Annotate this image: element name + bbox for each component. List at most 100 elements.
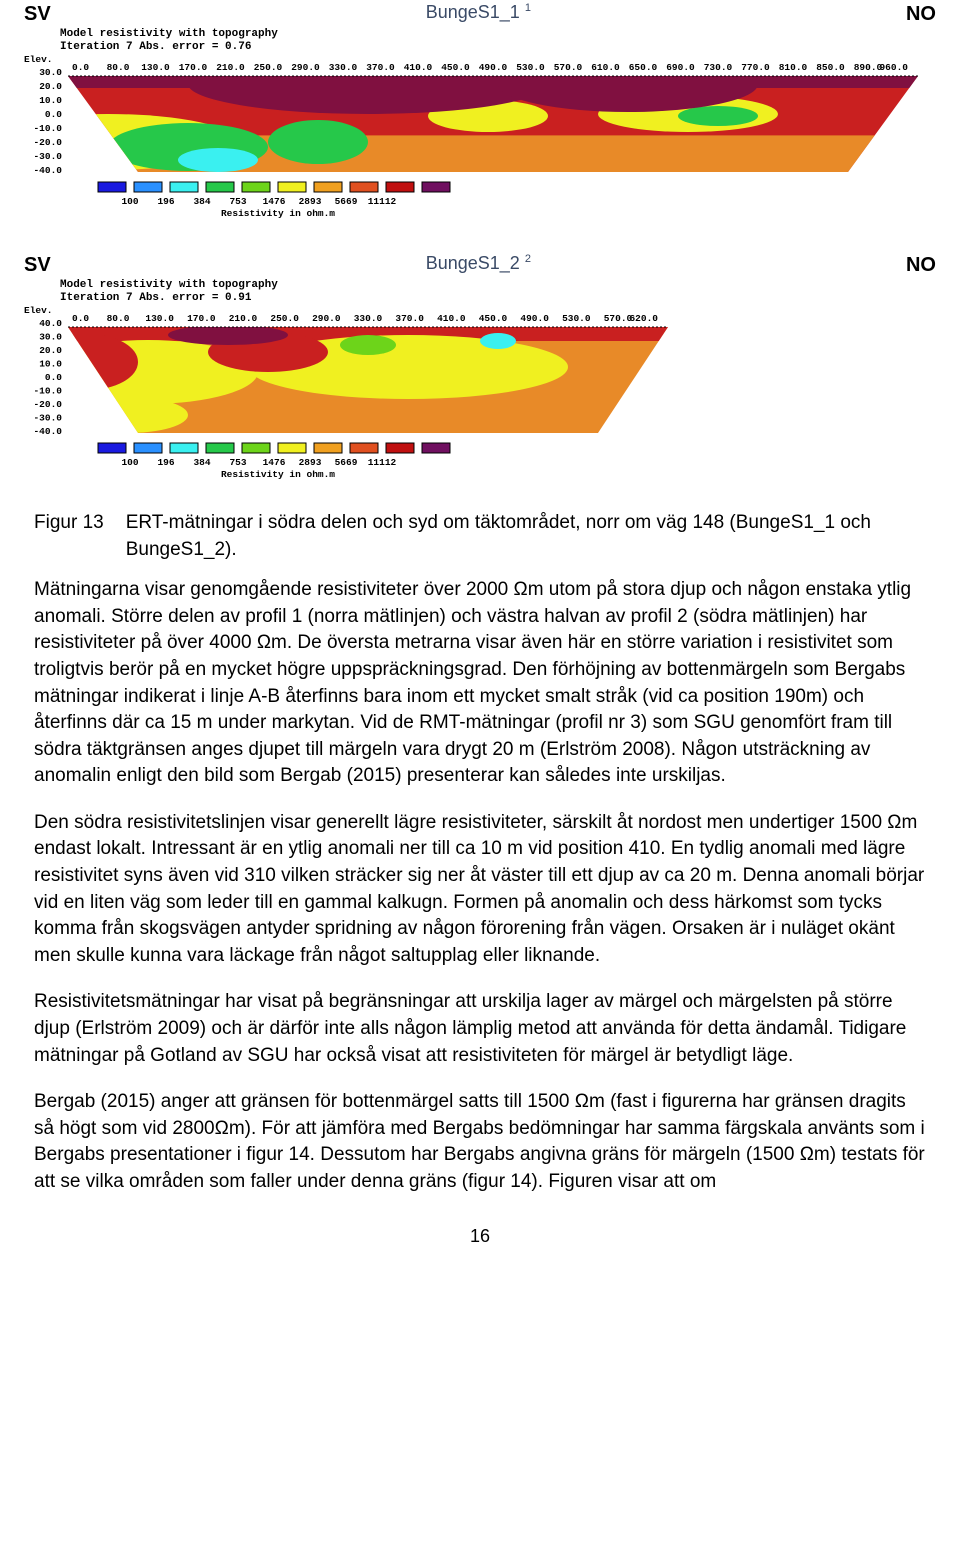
svg-text:11112: 11112 xyxy=(368,196,397,207)
chart2-left-label: SV xyxy=(24,251,51,279)
svg-text:-40.0: -40.0 xyxy=(33,426,62,437)
svg-text:450.0: 450.0 xyxy=(441,62,470,73)
svg-text:-20.0: -20.0 xyxy=(33,137,62,148)
svg-text:80.0: 80.0 xyxy=(107,313,130,324)
chart1-title: BungeS1_1 xyxy=(426,2,520,22)
svg-text:30.0: 30.0 xyxy=(39,332,62,343)
resistivity-profile-2: SV BungeS1_2 2 NO Model resistivity with… xyxy=(20,251,940,494)
document-body: Figur 13 ERT-mätningar i södra delen och… xyxy=(0,504,960,1249)
svg-text:0.0: 0.0 xyxy=(45,372,62,383)
chart2-header: SV BungeS1_2 2 NO xyxy=(20,251,940,279)
svg-text:5669: 5669 xyxy=(335,196,358,207)
svg-text:5669: 5669 xyxy=(335,457,358,468)
svg-text:10.0: 10.0 xyxy=(39,359,62,370)
svg-text:Elev.: Elev. xyxy=(24,54,53,65)
svg-text:20.0: 20.0 xyxy=(39,81,62,92)
svg-text:2893: 2893 xyxy=(299,457,322,468)
paragraph-2: Den södra resistivitetslinjen visar gene… xyxy=(34,810,926,970)
svg-text:410.0: 410.0 xyxy=(404,62,433,73)
svg-text:250.0: 250.0 xyxy=(254,62,283,73)
svg-text:0.0: 0.0 xyxy=(72,313,89,324)
svg-text:-10.0: -10.0 xyxy=(33,123,62,134)
chart1-meta-line2: Iteration 7 Abs. error = 0.76 xyxy=(60,41,940,54)
svg-text:530.0: 530.0 xyxy=(562,313,591,324)
svg-text:290.0: 290.0 xyxy=(291,62,320,73)
svg-text:80.0: 80.0 xyxy=(107,62,130,73)
svg-text:170.0: 170.0 xyxy=(179,62,208,73)
svg-text:130.0: 130.0 xyxy=(145,313,174,324)
svg-text:690.0: 690.0 xyxy=(666,62,695,73)
chart2-title: BungeS1_2 xyxy=(426,253,520,273)
svg-text:196: 196 xyxy=(157,457,174,468)
caption-label: Figur 13 xyxy=(34,510,104,563)
svg-text:753: 753 xyxy=(229,196,246,207)
svg-text:330.0: 330.0 xyxy=(354,313,383,324)
svg-text:730.0: 730.0 xyxy=(704,62,733,73)
svg-text:100: 100 xyxy=(121,196,138,207)
chart1-plot: Elev.30.020.010.00.0-10.0-20.0-30.0-40.0… xyxy=(20,54,940,233)
svg-text:250.0: 250.0 xyxy=(270,313,299,324)
svg-text:Resistivity in ohm.m: Resistivity in ohm.m xyxy=(221,469,335,480)
figure-caption: Figur 13 ERT-mätningar i södra delen och… xyxy=(34,510,926,563)
svg-text:-30.0: -30.0 xyxy=(33,413,62,424)
svg-text:20.0: 20.0 xyxy=(39,345,62,356)
svg-text:450.0: 450.0 xyxy=(479,313,508,324)
svg-text:770.0: 770.0 xyxy=(741,62,770,73)
svg-text:170.0: 170.0 xyxy=(187,313,216,324)
chart1-left-label: SV xyxy=(24,0,51,28)
svg-text:890.0: 890.0 xyxy=(854,62,883,73)
paragraph-4: Bergab (2015) anger att gränsen för bott… xyxy=(34,1089,926,1195)
svg-text:370.0: 370.0 xyxy=(395,313,424,324)
svg-text:-30.0: -30.0 xyxy=(33,151,62,162)
chart2-plot: Elev. 40.0 30.0 20.0 10.0 0.0 -10.0 -20.0 -30.0 -… xyxy=(20,305,940,494)
chart1-svg: Elev.30.020.010.00.0-10.0-20.0-30.0-40.0… xyxy=(20,54,940,224)
chart1-meta-line1: Model resistivity with topography xyxy=(60,28,940,41)
svg-text:570.0: 570.0 xyxy=(604,313,633,324)
svg-text:530.0: 530.0 xyxy=(516,62,545,73)
svg-text:384: 384 xyxy=(193,196,210,207)
resistivity-profile-1: SV BungeS1_1 1 NO Model resistivity with… xyxy=(20,0,940,233)
svg-text:-10.0: -10.0 xyxy=(33,386,62,397)
svg-text:753: 753 xyxy=(229,457,246,468)
svg-text:0.0: 0.0 xyxy=(72,62,89,73)
caption-text: ERT-mätningar i södra delen och syd om t… xyxy=(126,510,926,563)
svg-text:196: 196 xyxy=(157,196,174,207)
svg-text:620.0: 620.0 xyxy=(629,313,658,324)
chart1-meta: Model resistivity with topography Iterat… xyxy=(60,28,940,54)
svg-text:100: 100 xyxy=(121,457,138,468)
svg-text:384: 384 xyxy=(193,457,210,468)
paragraph-1: Mätningarna visar genomgående resistivit… xyxy=(34,577,926,790)
svg-text:610.0: 610.0 xyxy=(591,62,620,73)
svg-text:1476: 1476 xyxy=(263,196,286,207)
chart2-meta-line1: Model resistivity with topography xyxy=(60,279,940,292)
chart2-meta: Model resistivity with topography Iterat… xyxy=(60,279,940,305)
svg-text:40.0: 40.0 xyxy=(39,318,62,329)
paragraph-3: Resistivitetsmätningar har visat på begr… xyxy=(34,989,926,1069)
svg-text:-20.0: -20.0 xyxy=(33,399,62,410)
svg-text:Resistivity in ohm.m: Resistivity in ohm.m xyxy=(221,208,335,219)
svg-text:850.0: 850.0 xyxy=(816,62,845,73)
svg-text:Elev.: Elev. xyxy=(24,305,53,316)
chart2-sup: 2 xyxy=(525,253,531,265)
svg-text:30.0: 30.0 xyxy=(39,67,62,78)
svg-text:650.0: 650.0 xyxy=(629,62,658,73)
chart1-header: SV BungeS1_1 1 NO xyxy=(20,0,940,28)
chart2-right-label: NO xyxy=(906,251,936,279)
svg-text:130.0: 130.0 xyxy=(141,62,170,73)
svg-text:210.0: 210.0 xyxy=(216,62,245,73)
svg-text:490.0: 490.0 xyxy=(520,313,549,324)
svg-text:570.0: 570.0 xyxy=(554,62,583,73)
chart2-svg: Elev. 40.0 30.0 20.0 10.0 0.0 -10.0 -20.0 -30.0 -… xyxy=(20,305,940,485)
svg-text:210.0: 210.0 xyxy=(229,313,258,324)
svg-text:490.0: 490.0 xyxy=(479,62,508,73)
chart2-meta-line2: Iteration 7 Abs. error = 0.91 xyxy=(60,292,940,305)
svg-text:290.0: 290.0 xyxy=(312,313,341,324)
svg-text:370.0: 370.0 xyxy=(366,62,395,73)
svg-text:410.0: 410.0 xyxy=(437,313,466,324)
svg-text:960.0: 960.0 xyxy=(879,62,908,73)
svg-text:10.0: 10.0 xyxy=(39,95,62,106)
page-number: 16 xyxy=(34,1224,926,1249)
chart1-sup: 1 xyxy=(525,2,531,14)
svg-text:810.0: 810.0 xyxy=(779,62,808,73)
svg-text:1476: 1476 xyxy=(263,457,286,468)
